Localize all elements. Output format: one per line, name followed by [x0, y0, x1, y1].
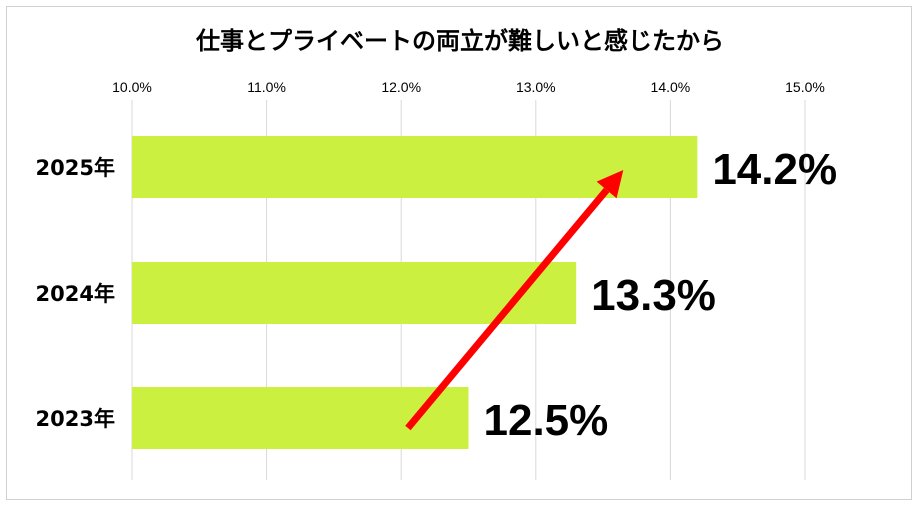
chart-title: 仕事とプライベートの両立が難しいと感じたから [195, 27, 724, 55]
data-label: 14.2% [712, 145, 837, 194]
x-tick-label: 13.0% [516, 79, 556, 95]
trend-arrow [405, 170, 624, 431]
arrow-head [596, 170, 624, 199]
x-tick-label: 11.0% [247, 79, 286, 95]
bars [132, 136, 698, 449]
x-tick-label: 12.0% [381, 79, 421, 95]
category-label: 2025年 [36, 156, 115, 180]
x-axis-ticks: 10.0% 11.0% 12.0% 13.0% 14.0% 15.0% [112, 79, 825, 95]
arrow-shaft [405, 187, 610, 431]
x-tick-label: 10.0% [112, 79, 152, 95]
y-axis-categories: 2025年 2024年 2023年 [36, 156, 115, 431]
category-label: 2024年 [36, 282, 115, 306]
data-label: 13.3% [591, 271, 716, 320]
data-labels: 14.2% 13.3% 12.5% [484, 145, 838, 445]
bar [132, 136, 698, 198]
data-label: 12.5% [484, 396, 609, 445]
x-tick-label: 14.0% [651, 79, 691, 95]
category-label: 2023年 [36, 407, 115, 431]
bar [132, 262, 577, 324]
x-tick-label: 15.0% [785, 79, 825, 95]
